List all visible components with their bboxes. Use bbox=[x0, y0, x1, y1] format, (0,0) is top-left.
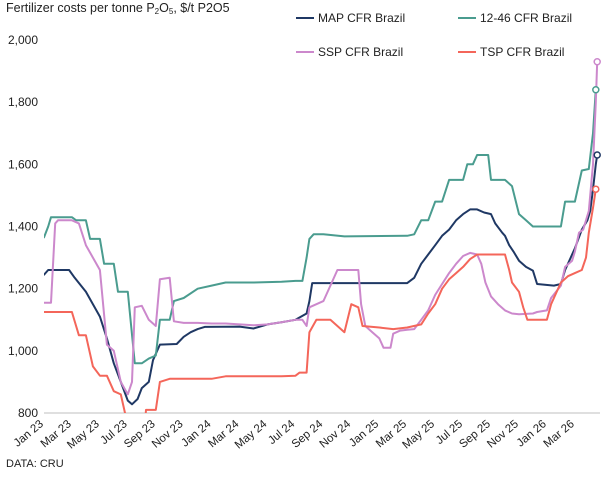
series-line-1 bbox=[44, 154, 599, 406]
y-tick-label: 1,000 bbox=[8, 344, 38, 358]
y-tick-label: 1,400 bbox=[8, 220, 38, 234]
series-end-marker bbox=[592, 185, 600, 193]
series-line-3 bbox=[44, 60, 599, 396]
marker-layer bbox=[592, 58, 601, 193]
series-end-marker bbox=[593, 151, 601, 159]
legend-label: MAP CFR Brazil bbox=[318, 11, 405, 25]
x-tick-label: May 24 bbox=[233, 418, 270, 452]
y-tick-label: 1,200 bbox=[8, 282, 38, 296]
legend-label: 12-46 CFR Brazil bbox=[480, 11, 572, 25]
series-line-4 bbox=[44, 188, 597, 413]
legend-label: SSP CFR Brazil bbox=[318, 45, 403, 59]
legend-label: TSP CFR Brazil bbox=[480, 45, 564, 59]
source-note: DATA: CRU bbox=[6, 458, 64, 470]
y-tick-label: 1,600 bbox=[8, 157, 38, 171]
y-tick-label: 800 bbox=[18, 406, 38, 420]
y-axis: 800 1,000 1,200 1,400 1,600 1,800 2,000 bbox=[8, 33, 38, 420]
x-tick-label: May 23 bbox=[65, 418, 102, 451]
x-tick-label: May 25 bbox=[400, 418, 437, 451]
y-tick-label: 2,000 bbox=[8, 33, 38, 47]
x-tick-label: Nov 25 bbox=[485, 418, 521, 451]
series-end-marker bbox=[593, 58, 601, 66]
x-tick-label: Nov 23 bbox=[150, 418, 186, 451]
series-line-2 bbox=[44, 88, 597, 365]
series-layer bbox=[44, 60, 599, 413]
series-end-marker bbox=[592, 85, 600, 94]
x-tick-label: Mar 26 bbox=[542, 418, 577, 450]
chart-title: Fertilizer costs per tonne P2O5, $/t P2O… bbox=[6, 1, 230, 16]
y-tick-label: 1,800 bbox=[8, 95, 38, 109]
legend: MAP CFR Brazil 12-46 CFR Brazil SSP CFR Br… bbox=[296, 11, 572, 59]
x-tick-label: Nov 24 bbox=[318, 418, 354, 451]
